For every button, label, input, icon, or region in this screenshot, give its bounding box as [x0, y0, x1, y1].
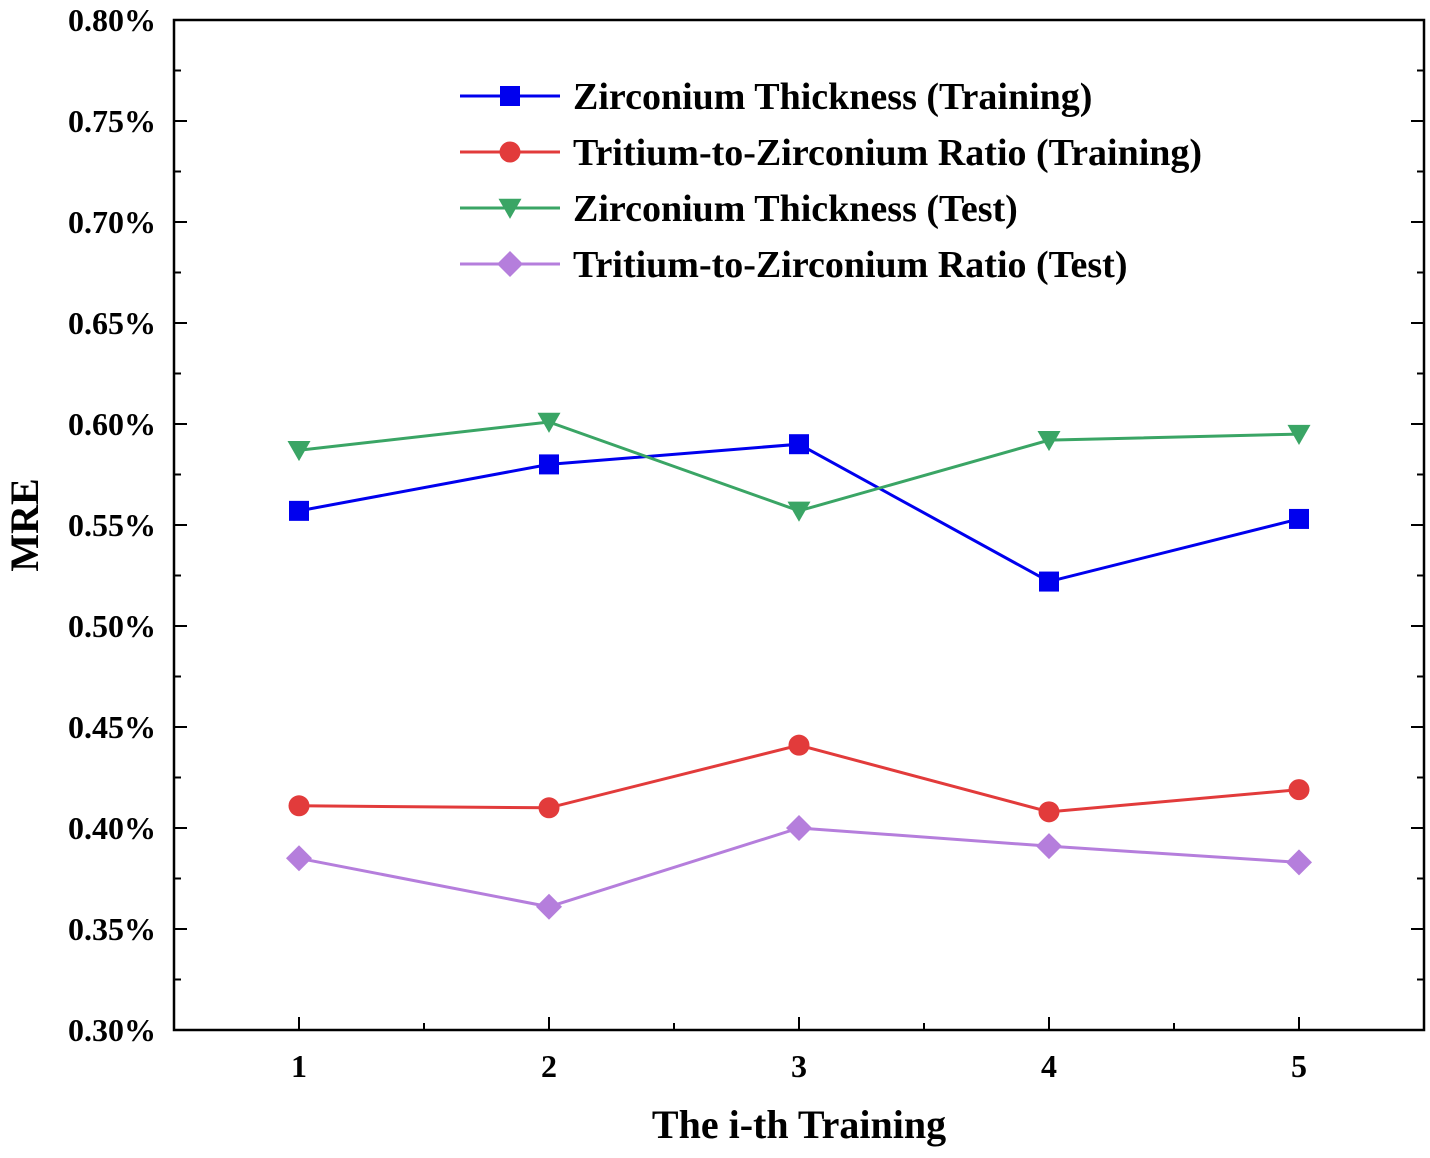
series-1 [289, 434, 1309, 592]
legend-item-1: Zirconium Thickness (Training) [460, 76, 1092, 118]
data-point [538, 797, 560, 819]
y-axis-title: MRE [2, 478, 47, 571]
y-tick-label: 0.30% [68, 1012, 156, 1048]
data-point [1286, 849, 1312, 876]
y-tick-label: 0.50% [68, 608, 156, 644]
y-tick-label: 0.80% [68, 2, 156, 38]
y-axis: 0.30% 0.35% 0.40% 0.45% 0.50% 0.55% 0.60% 0.65%… [68, 2, 1424, 1048]
data-point [1037, 430, 1061, 452]
legend-marker [500, 86, 520, 106]
y-tick-label: 0.45% [68, 709, 156, 745]
y-tick-label: 0.35% [68, 911, 156, 947]
y-tick-label: 0.55% [68, 507, 156, 543]
y-tick-label: 0.65% [68, 305, 156, 341]
data-point [1039, 571, 1059, 592]
data-point [1289, 508, 1309, 529]
x-axis-title: The i-th Training [652, 1102, 946, 1147]
x-tick-label: 5 [1291, 1048, 1307, 1084]
y-tick-label: 0.60% [68, 406, 156, 442]
legend-item-2: Tritium-to-Zirconium Ratio (Training) [460, 132, 1202, 174]
y-tick-label: 0.40% [68, 810, 156, 846]
data-point [786, 815, 812, 841]
x-tick-label: 3 [791, 1048, 807, 1084]
legend-label: Tritium-to-Zirconium Ratio (Training) [573, 132, 1202, 174]
data-point [536, 893, 562, 920]
x-tick-label: 1 [291, 1048, 307, 1084]
legend: Zirconium Thickness (Training) Tritium-to… [460, 76, 1202, 286]
data-point [539, 454, 559, 475]
data-point [789, 434, 809, 455]
x-tick-label: 2 [541, 1048, 557, 1084]
legend-label: Tritium-to-Zirconium Ratio (Test) [573, 244, 1127, 286]
y-tick-label: 0.75% [68, 103, 156, 139]
legend-marker [499, 141, 521, 163]
legend-label: Zirconium Thickness (Test) [573, 188, 1018, 230]
x-axis: 1 2 3 4 5 [291, 1017, 1307, 1084]
legend-item-4: Tritium-to-Zirconium Ratio (Test) [460, 244, 1127, 286]
data-point [1036, 833, 1062, 860]
data-point [1287, 424, 1311, 446]
data-point [287, 441, 311, 462]
data-point [1038, 801, 1060, 823]
x-tick-label: 4 [1041, 1048, 1057, 1084]
data-point [1288, 779, 1310, 801]
data-point [787, 501, 811, 522]
legend-marker [497, 251, 523, 277]
legend-item-3: Zirconium Thickness (Test) [460, 188, 1018, 230]
series-3 [287, 412, 1311, 522]
data-point [286, 845, 312, 872]
series-layer [286, 412, 1312, 920]
series-4 [286, 815, 1312, 920]
series-2 [288, 734, 1310, 823]
data-point [537, 412, 561, 433]
legend-marker [498, 198, 522, 219]
y-tick-label: 0.70% [68, 204, 156, 240]
data-point [788, 734, 810, 756]
data-point [288, 795, 310, 817]
legend-label: Zirconium Thickness (Training) [573, 76, 1092, 118]
data-point [289, 500, 309, 521]
